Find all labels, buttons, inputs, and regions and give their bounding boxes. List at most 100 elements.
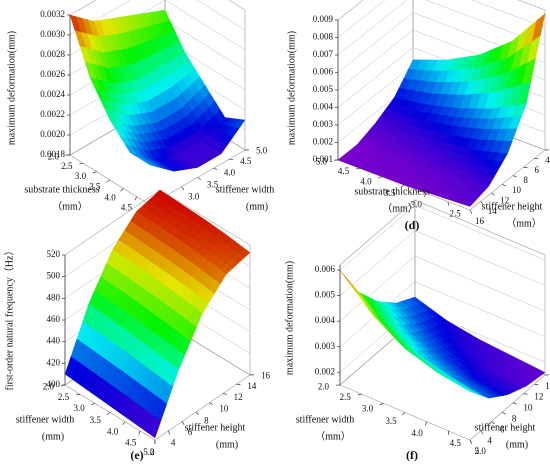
y-tick-label: 10 [219, 403, 229, 413]
y-tick-label: 3.0 [188, 192, 200, 202]
x-tick-label: 5.0 [475, 446, 487, 456]
z-tick-label: 0.0018 [40, 149, 65, 159]
y-tick-label: 6 [188, 427, 193, 437]
z-tick-label: 460 [47, 314, 61, 324]
z-tick-label: 520 [47, 249, 61, 259]
x-tick [424, 421, 427, 426]
z-grid-line [339, 255, 416, 322]
x-tick [379, 403, 384, 406]
x-tick-label: 2.0 [43, 382, 55, 392]
y-tick-label: 10 [512, 185, 522, 195]
z-tick-label: 0.003 [315, 341, 336, 351]
z-tick-label: 0.0022 [40, 109, 65, 119]
y-tick-label: 14 [545, 381, 550, 391]
z-grid-line [64, 189, 161, 256]
z-grid-line [159, 189, 251, 246]
y-tick-label: 16 [475, 216, 485, 226]
y-tick-label: 8 [523, 175, 528, 185]
surface-patch [461, 198, 476, 207]
x-axis-unit: （mm） [52, 200, 88, 212]
y-tick [209, 402, 214, 405]
z-tick-label: 400 [47, 379, 61, 389]
x-tick [378, 176, 383, 179]
z-grid-line [339, 230, 416, 296]
y-tick [501, 411, 506, 415]
z-tick-label: 0.0032 [40, 9, 65, 19]
surface-patch [347, 281, 362, 297]
x-tick [91, 403, 96, 406]
z-tick-label: 0.002 [313, 137, 333, 147]
surface-patch [339, 269, 353, 287]
y-axis-title: stiffener height [185, 422, 246, 433]
z-grid-line [414, 230, 546, 286]
x-axis-title: stiffener width [16, 414, 74, 425]
x-tick-label: 3.5 [384, 188, 396, 198]
y-tick [512, 402, 517, 405]
y-axis-title: stiffener width [216, 184, 274, 195]
y-tick-label: 2 [150, 447, 155, 457]
x-tick-label: 2.5 [340, 392, 352, 402]
z-grid-line [337, 0, 408, 56]
x-tick [447, 201, 449, 206]
x-tick-label: 2.5 [58, 392, 70, 402]
y-tick [469, 439, 472, 444]
x-tick-label: 2.5 [450, 209, 462, 219]
z-tick-label: 0.0030 [40, 29, 65, 39]
z-grid-line [337, 47, 414, 108]
x-tick-label: 4.5 [121, 203, 133, 213]
z-grid-line [337, 64, 414, 126]
x-tick [138, 430, 141, 435]
x-tick-label: 3.5 [89, 182, 101, 192]
z-tick-label: 0.005 [313, 84, 334, 94]
y-axis-title: stiffener height [482, 201, 543, 212]
y-tick-label: 4 [171, 438, 176, 448]
z-grid-line [228, 0, 246, 11]
x-tick-label: 2.0 [48, 151, 60, 161]
z-grid-line [471, 0, 546, 28]
y-tick-label: 14 [247, 381, 257, 391]
x-tick [120, 188, 124, 192]
x-axis-title: stiffener width [296, 414, 354, 425]
y-tick [195, 411, 200, 415]
surface-patch [149, 416, 162, 439]
x-tick-label: 4.0 [360, 176, 372, 186]
y-tick [181, 186, 185, 191]
z-tick-label: 0.006 [315, 264, 336, 274]
z-tick-label: 0.0024 [40, 89, 65, 99]
x-tick-label: 3.0 [75, 171, 87, 181]
x-tick-label: 3.0 [411, 200, 423, 210]
y-tick-label: 16 [261, 370, 271, 380]
y-tick-label: 14 [488, 206, 498, 216]
y-axis-unit: (mm) [216, 439, 238, 450]
z-tick-label: 440 [47, 336, 61, 346]
z-tick-label: 0.006 [313, 67, 334, 77]
y-tick [222, 393, 227, 395]
z-tick-label: 0.0020 [40, 129, 65, 139]
y-tick [480, 430, 484, 435]
z-tick-label: 0.007 [313, 49, 334, 59]
x-tick-label: 4.0 [107, 426, 119, 436]
x-axis-title: substrate thickness [354, 186, 429, 197]
z-grid-line [517, 0, 546, 11]
x-tick [357, 393, 362, 396]
x-tick [122, 421, 126, 426]
x-tick-label: 5.0 [316, 157, 328, 167]
y-tick [181, 421, 185, 426]
x-tick-label: 4.5 [125, 437, 137, 447]
y-tick [469, 209, 473, 214]
x-tick [401, 412, 406, 416]
y-tick-label: 3.5 [207, 179, 219, 189]
x-axis-unit: （mm） [315, 430, 351, 442]
y-tick-label: 12 [500, 196, 509, 206]
y-tick-label: 8 [512, 413, 517, 423]
y-tick [523, 393, 528, 395]
z-tick-label: 420 [47, 357, 61, 367]
y-tick-label: 6 [534, 165, 539, 175]
x-tick [106, 179, 111, 183]
x-tick-label: 4.5 [338, 166, 350, 176]
z-tick-label: 0.0026 [40, 69, 65, 79]
x-tick [92, 171, 97, 174]
z-axis-title: first-order natural frequency（Hz） [3, 246, 15, 391]
y-tick [491, 192, 495, 196]
y-axis-unit: （mm） [506, 217, 542, 229]
